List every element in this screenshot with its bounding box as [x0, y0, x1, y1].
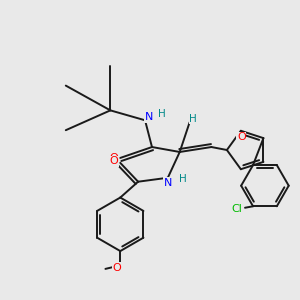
- Text: N: N: [144, 112, 153, 122]
- Text: O: O: [112, 263, 121, 273]
- Text: H: H: [189, 114, 197, 124]
- Text: O: O: [110, 153, 118, 163]
- Text: H: H: [158, 109, 165, 119]
- Text: N: N: [164, 178, 172, 188]
- Text: H: H: [179, 174, 187, 184]
- Text: Cl: Cl: [231, 204, 242, 214]
- Text: O: O: [110, 156, 118, 167]
- Text: O: O: [237, 132, 246, 142]
